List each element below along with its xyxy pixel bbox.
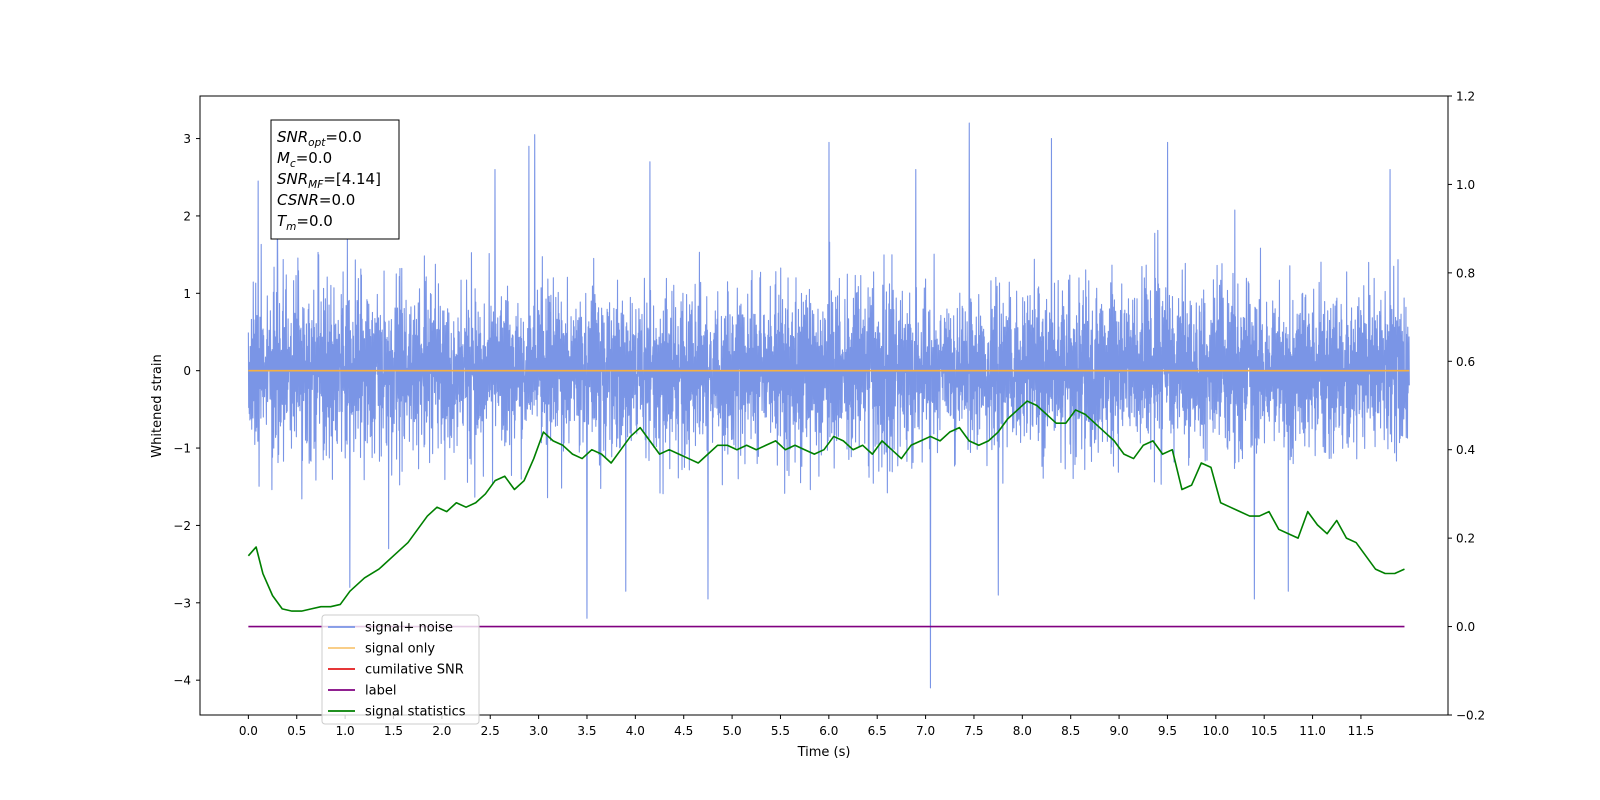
y-right-tick-label: 1.0: [1456, 178, 1475, 192]
legend-label: signal+ noise: [365, 621, 453, 636]
annotation-value: =[4.14]: [323, 170, 381, 188]
annotation-variable: SNR: [277, 128, 308, 146]
y-tick-label: 2: [183, 209, 191, 223]
x-tick-label: 7.5: [964, 724, 983, 738]
x-tick-label: 5.0: [723, 724, 742, 738]
legend-item-signal-noise: signal+ noise: [328, 621, 453, 636]
annotation-value: =0.0: [296, 149, 332, 167]
y-axis-left: −4 −3 −2 −1 0 1 2 3: [173, 132, 200, 688]
annotation-line: SNRMF=[4.14]: [277, 170, 381, 191]
x-tick-label: 8.5: [1061, 724, 1080, 738]
x-tick-label: 10.0: [1202, 724, 1229, 738]
legend-frame: [321, 614, 480, 725]
y-right-tick-label: 0.2: [1456, 532, 1475, 546]
x-tick-label: 4.0: [626, 724, 645, 738]
x-tick-label: 3.5: [577, 724, 596, 738]
x-tick-label: 11.0: [1299, 724, 1326, 738]
annotation-subscript: opt: [308, 137, 326, 149]
y-tick-label: 0: [183, 364, 191, 378]
annotation-line: CSNR=0.0: [277, 191, 355, 209]
annotation-variable: CSNR: [277, 191, 319, 209]
legend-label: signal only: [365, 642, 435, 657]
annotation-line: Tm=0.0: [277, 212, 333, 233]
x-tick-label: 9.5: [1158, 724, 1177, 738]
x-tick-label: 8.0: [1013, 724, 1032, 738]
x-tick-label: 2.5: [481, 724, 500, 738]
annotation-variable: M: [277, 149, 290, 167]
legend-label: cumilative SNR: [365, 663, 464, 678]
y-tick-label: −4: [173, 674, 191, 688]
legend-item-cumulative-snr: cumilative SNR: [328, 663, 464, 678]
y-right-tick-label: 0.6: [1456, 355, 1475, 369]
x-tick-label: 2.0: [432, 724, 451, 738]
annotation-subscript: m: [286, 221, 296, 233]
legend-item-signal-only: signal only: [328, 642, 435, 657]
annotation-line: SNRopt=0.0: [277, 128, 362, 149]
x-tick-label: 3.0: [529, 724, 548, 738]
x-axis: 0.0 0.5 1.0 1.5 2.0 2.5 3.0 3.5 4.0 4.5 5.0 5.5 6.0 6…: [239, 715, 1374, 738]
annotation-box: SNRopt=0.0Mc=0.0SNRMF=[4.14]CSNR=0.0Tm=0…: [270, 119, 400, 240]
x-tick-label: 7.0: [916, 724, 935, 738]
legend-label: signal statistics: [365, 705, 466, 720]
y-right-tick-label: −0.2: [1456, 709, 1485, 723]
legend-item-signal-statistics: signal statistics: [328, 705, 466, 720]
annotation-variable: SNR: [277, 170, 308, 188]
y-axis-label: Whitened strain: [150, 354, 165, 457]
series-signal-noise-line: [247, 122, 1410, 689]
legend-item-label: label: [328, 684, 396, 699]
annotation-line: Mc=0.0: [277, 149, 332, 170]
x-tick-label: 9.0: [1110, 724, 1129, 738]
legend-label: label: [365, 684, 396, 699]
legend: signal+ noise signal only cumilative SNR la…: [321, 614, 480, 725]
annotation-subscript: c: [290, 158, 296, 170]
annotation-frame: [270, 119, 400, 240]
x-tick-label: 0.5: [287, 724, 306, 738]
x-tick-label: 1.0: [336, 724, 355, 738]
annotation-value: =0.0: [325, 128, 361, 146]
x-tick-label: 6.5: [868, 724, 887, 738]
x-tick-label: 10.5: [1251, 724, 1278, 738]
x-tick-label: 1.5: [384, 724, 403, 738]
x-tick-label: 5.5: [771, 724, 790, 738]
x-tick-label: 6.0: [819, 724, 838, 738]
y-axis-right: −0.2 0.0 0.2 0.4 0.6 0.8 1.0 1.2: [1448, 90, 1485, 723]
x-tick-label: 4.5: [674, 724, 693, 738]
x-axis-label: Time (s): [797, 745, 851, 760]
series-signal-statistics-line: [247, 400, 1405, 612]
y-right-tick-label: 0.0: [1456, 620, 1475, 634]
y-tick-label: 3: [183, 132, 191, 146]
y-right-tick-label: 0.8: [1456, 266, 1475, 280]
x-tick-label: 0.0: [239, 724, 258, 738]
plot-frame: [199, 95, 1449, 716]
annotation-variable: T: [277, 212, 288, 230]
y-tick-label: 1: [183, 287, 191, 301]
annotation-value: =0.0: [319, 191, 355, 209]
x-tick-label: 11.5: [1348, 724, 1375, 738]
annotation-subscript: MF: [308, 179, 324, 191]
annotation-value: =0.0: [296, 212, 332, 230]
y-tick-label: −1: [173, 442, 191, 456]
y-right-tick-label: 1.2: [1456, 90, 1475, 104]
y-right-tick-label: 0.4: [1456, 443, 1475, 457]
y-tick-label: −3: [173, 596, 191, 610]
y-tick-label: −2: [173, 519, 191, 533]
